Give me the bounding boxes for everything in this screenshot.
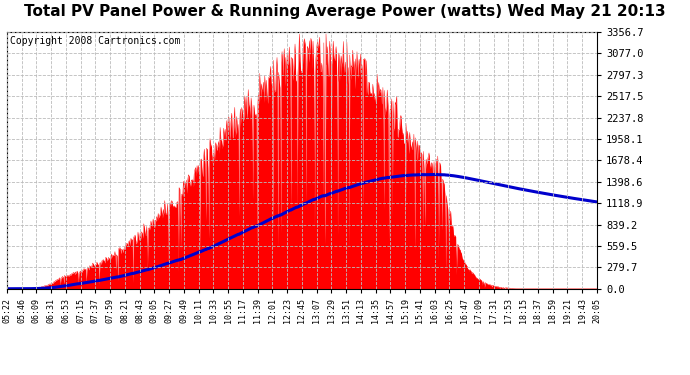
Text: Copyright 2008 Cartronics.com: Copyright 2008 Cartronics.com [10,36,180,46]
Text: Total PV Panel Power & Running Average Power (watts) Wed May 21 20:13: Total PV Panel Power & Running Average P… [24,4,666,19]
